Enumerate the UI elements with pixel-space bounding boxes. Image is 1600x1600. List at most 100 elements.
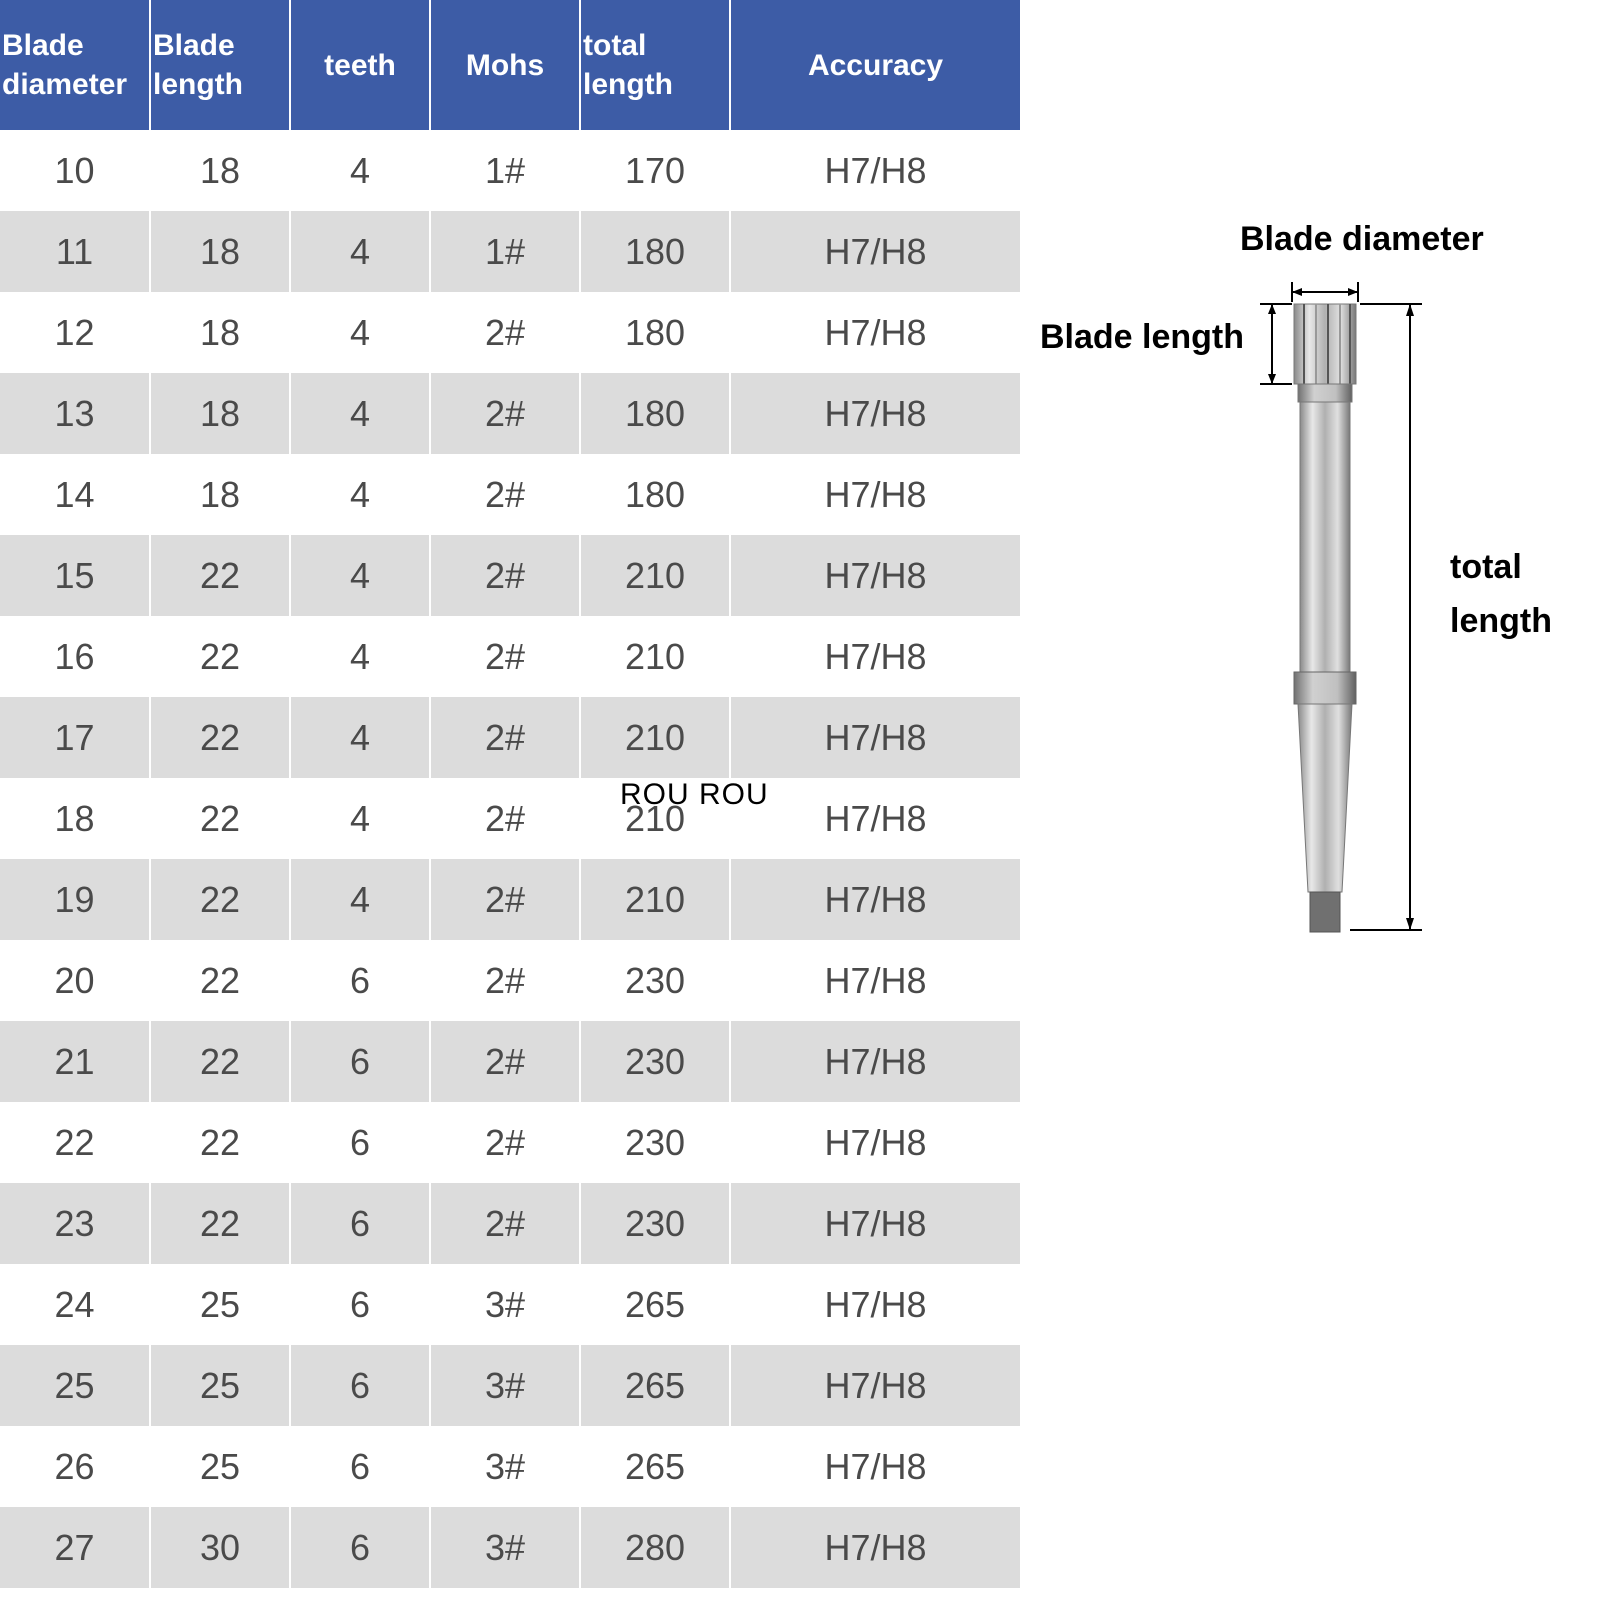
table-cell: H7/H8 xyxy=(730,454,1020,535)
table-cell: H7/H8 xyxy=(730,1507,1020,1588)
table-cell: H7/H8 xyxy=(730,1021,1020,1102)
table-cell: 6 xyxy=(290,1345,430,1426)
col-header: Accuracy xyxy=(730,0,1020,130)
table-cell: 14 xyxy=(0,454,150,535)
col-header: Mohs xyxy=(430,0,580,130)
table-row: 141842#180H7/H8 xyxy=(0,454,1020,535)
watermark-text: ROU ROU xyxy=(620,778,769,812)
table-cell: 23 xyxy=(0,1183,150,1264)
table-cell: H7/H8 xyxy=(730,211,1020,292)
table-cell: 280 xyxy=(580,1507,730,1588)
table-cell: 6 xyxy=(290,1264,430,1345)
table-cell: 4 xyxy=(290,778,430,859)
table-cell: 10 xyxy=(0,130,150,211)
table-cell: 18 xyxy=(150,373,290,454)
table-cell: H7/H8 xyxy=(730,292,1020,373)
table-cell: 3# xyxy=(430,1507,580,1588)
table-cell: 2# xyxy=(430,778,580,859)
table-row: 242563#265H7/H8 xyxy=(0,1264,1020,1345)
table-cell: 4 xyxy=(290,859,430,940)
table-cell: H7/H8 xyxy=(730,1102,1020,1183)
table-cell: 265 xyxy=(580,1264,730,1345)
reamer-illustration xyxy=(1250,270,1450,970)
table-cell: 18 xyxy=(0,778,150,859)
table-cell: 2# xyxy=(430,373,580,454)
table-cell: 210 xyxy=(580,616,730,697)
table-row: 222262#230H7/H8 xyxy=(0,1102,1020,1183)
table-header-row: BladediameterBladelengthteethMohstotalle… xyxy=(0,0,1020,130)
table-cell: H7/H8 xyxy=(730,616,1020,697)
table-cell: 265 xyxy=(580,1426,730,1507)
table-cell: 3# xyxy=(430,1264,580,1345)
table-row: 252563#265H7/H8 xyxy=(0,1345,1020,1426)
table-cell: 2# xyxy=(430,454,580,535)
table-cell: 3# xyxy=(430,1426,580,1507)
table-row: 152242#210H7/H8 xyxy=(0,535,1020,616)
label-blade-diameter: Blade diameter xyxy=(1240,220,1484,259)
spec-table-area: BladediameterBladelengthteethMohstotalle… xyxy=(0,0,1020,1600)
table-cell: H7/H8 xyxy=(730,697,1020,778)
table-cell: 6 xyxy=(290,1021,430,1102)
table-cell: 4 xyxy=(290,697,430,778)
table-cell: 24 xyxy=(0,1264,150,1345)
table-cell: H7/H8 xyxy=(730,1264,1020,1345)
table-cell: 1# xyxy=(430,211,580,292)
table-cell: 16 xyxy=(0,616,150,697)
table-row: 111841#180H7/H8 xyxy=(0,211,1020,292)
table-cell: 22 xyxy=(0,1102,150,1183)
table-cell: 18 xyxy=(150,454,290,535)
col-header: Bladelength xyxy=(150,0,290,130)
table-cell: 2# xyxy=(430,859,580,940)
table-cell: 4 xyxy=(290,454,430,535)
table-cell: 230 xyxy=(580,1183,730,1264)
table-row: 162242#210H7/H8 xyxy=(0,616,1020,697)
table-cell: 12 xyxy=(0,292,150,373)
table-row: 172242#210H7/H8 xyxy=(0,697,1020,778)
table-cell: 22 xyxy=(150,1183,290,1264)
table-cell: 6 xyxy=(290,1426,430,1507)
table-cell: 20 xyxy=(0,940,150,1021)
table-row: 262563#265H7/H8 xyxy=(0,1426,1020,1507)
table-cell: 25 xyxy=(0,1345,150,1426)
table-cell: 18 xyxy=(150,211,290,292)
table-cell: H7/H8 xyxy=(730,1345,1020,1426)
table-cell: H7/H8 xyxy=(730,940,1020,1021)
table-cell: 6 xyxy=(290,1102,430,1183)
table-cell: 170 xyxy=(580,130,730,211)
label-total-length: totallength xyxy=(1450,540,1552,649)
table-cell: H7/H8 xyxy=(730,130,1020,211)
table-cell: 180 xyxy=(580,292,730,373)
table-cell: 27 xyxy=(0,1507,150,1588)
table-row: 182242#210H7/H8 xyxy=(0,778,1020,859)
table-cell: 22 xyxy=(150,859,290,940)
table-body: 101841#170H7/H8111841#180H7/H8121842#180… xyxy=(0,130,1020,1588)
table-cell: 2# xyxy=(430,535,580,616)
table-row: 131842#180H7/H8 xyxy=(0,373,1020,454)
table-cell: 21 xyxy=(0,1021,150,1102)
table-cell: 22 xyxy=(150,1102,290,1183)
table-cell: 25 xyxy=(150,1345,290,1426)
col-header: Bladediameter xyxy=(0,0,150,130)
table-row: 232262#230H7/H8 xyxy=(0,1183,1020,1264)
table-cell: 230 xyxy=(580,940,730,1021)
table-cell: 18 xyxy=(150,292,290,373)
table-cell: 22 xyxy=(150,697,290,778)
table-cell: 25 xyxy=(150,1426,290,1507)
table-cell: 2# xyxy=(430,1102,580,1183)
tool-diagram: Blade diameter Blade length totallength xyxy=(1030,220,1590,1020)
table-cell: 17 xyxy=(0,697,150,778)
table-cell: 210 xyxy=(580,697,730,778)
table-cell: 4 xyxy=(290,535,430,616)
table-cell: 2# xyxy=(430,1183,580,1264)
table-cell: H7/H8 xyxy=(730,859,1020,940)
table-cell: 22 xyxy=(150,1021,290,1102)
table-cell: 180 xyxy=(580,454,730,535)
col-header: teeth xyxy=(290,0,430,130)
table-cell: H7/H8 xyxy=(730,373,1020,454)
table-cell: 2# xyxy=(430,940,580,1021)
table-cell: 22 xyxy=(150,616,290,697)
table-cell: 3# xyxy=(430,1345,580,1426)
table-cell: H7/H8 xyxy=(730,778,1020,859)
table-cell: 4 xyxy=(290,130,430,211)
table-row: 202262#230H7/H8 xyxy=(0,940,1020,1021)
